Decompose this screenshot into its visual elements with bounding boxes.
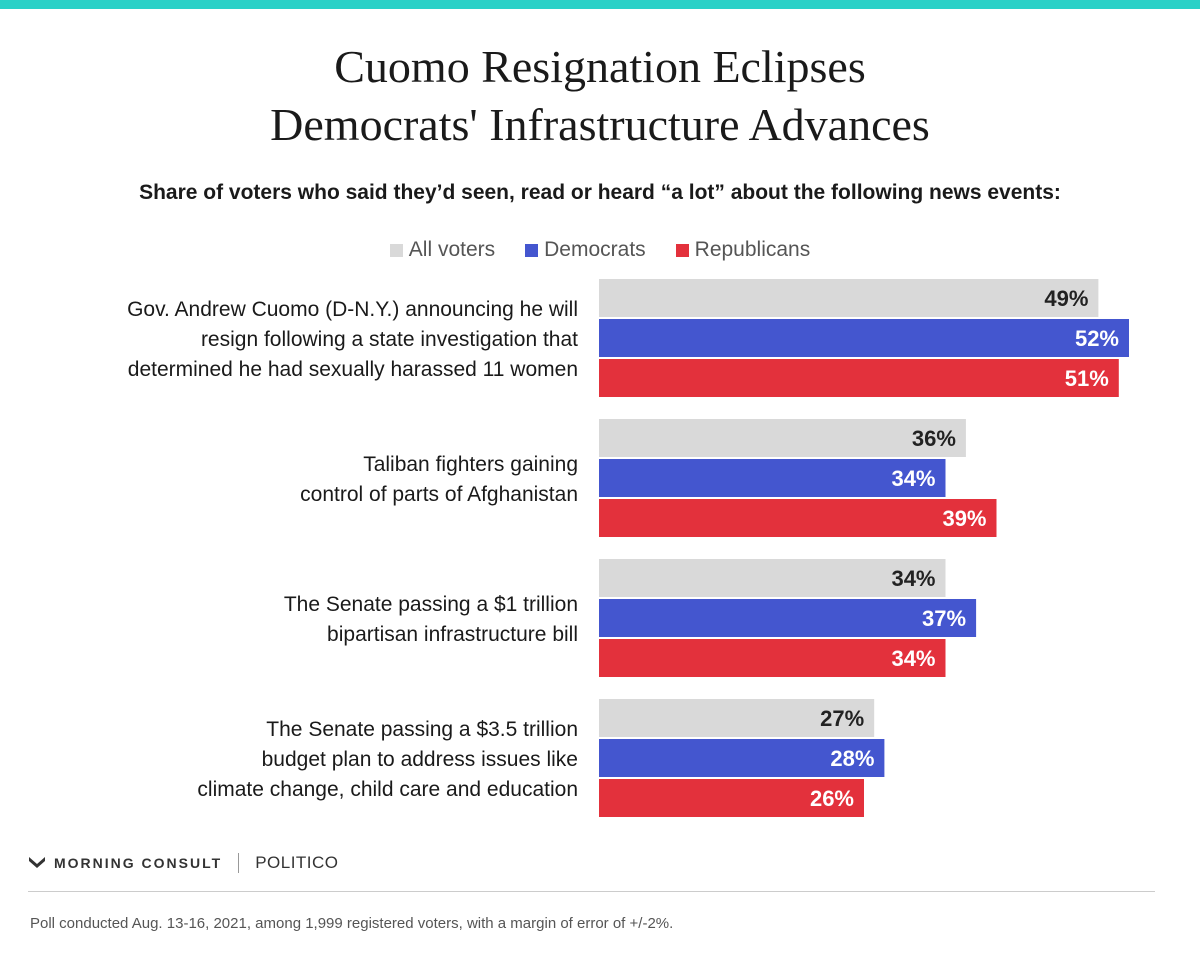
bar-democrats-3 xyxy=(599,599,977,637)
bar-republicans-1 xyxy=(599,359,1119,397)
legend-swatch-democrats xyxy=(525,243,539,257)
legend: All voters Democrats Republicans xyxy=(0,238,1200,262)
morning-consult-logo-icon xyxy=(29,857,45,868)
legend-item-all-voters: All voters xyxy=(389,238,496,262)
data-label-all-voters-4: 27% xyxy=(820,706,864,731)
data-label-republicans-3: 34% xyxy=(891,646,935,671)
legend-item-democrats: Democrats xyxy=(525,238,646,262)
legend-item-republicans: Republicans xyxy=(675,238,811,262)
data-label-all-voters-1: 49% xyxy=(1044,286,1088,311)
category-label-3-line-1: The Senate passing a $1 trillion xyxy=(284,593,578,616)
data-label-republicans-1: 51% xyxy=(1065,366,1109,391)
category-label-1-line-3: determined he had sexually harassed 11 w… xyxy=(128,358,578,381)
data-label-republicans-4: 26% xyxy=(810,786,854,811)
category-label-4-line-2: budget plan to address issues like xyxy=(262,748,578,771)
legend-swatch-all-voters xyxy=(389,243,403,257)
legend-swatch-republicans xyxy=(675,243,689,257)
legend-label-democrats: Democrats xyxy=(544,238,646,261)
data-label-republicans-2: 39% xyxy=(942,506,986,531)
data-label-democrats-4: 28% xyxy=(830,746,874,771)
bar-republicans-2 xyxy=(599,499,997,537)
bar-democrats-2 xyxy=(599,459,946,497)
legend-label-all-voters: All voters xyxy=(408,238,496,261)
bar-all-voters-2 xyxy=(599,419,966,457)
bar-all-voters-3 xyxy=(599,559,946,597)
data-label-all-voters-3: 34% xyxy=(891,566,935,591)
bar-republicans-3 xyxy=(599,639,946,677)
source-logos: MORNING CONSULT POLITICO xyxy=(28,850,339,876)
category-label-4-line-1: The Senate passing a $3.5 trillion xyxy=(266,718,578,741)
bar-all-voters-4 xyxy=(599,699,875,737)
footnote: Poll conducted Aug. 13-16, 2021, among 1… xyxy=(30,915,674,932)
category-label-1-line-1: Gov. Andrew Cuomo (D-N.Y.) announcing he… xyxy=(127,298,578,321)
title-line-1: Cuomo Resignation Eclipses xyxy=(334,41,866,92)
morning-consult-wordmark: MORNING CONSULT xyxy=(54,855,223,871)
category-label-3-line-2: bipartisan infrastructure bill xyxy=(327,623,578,646)
bar-all-voters-1 xyxy=(599,279,1099,317)
footer-divider xyxy=(28,891,1155,892)
title-line-2: Democrats' Infrastructure Advances xyxy=(270,99,930,150)
data-label-democrats-2: 34% xyxy=(891,466,935,491)
logo-divider xyxy=(238,853,240,873)
bar-democrats-4 xyxy=(599,739,885,777)
chart-subtitle: Share of voters who said they’d seen, re… xyxy=(139,181,1061,204)
category-label-1-line-2: resign following a state investigation t… xyxy=(201,328,578,351)
category-label-2-line-2: control of parts of Afghanistan xyxy=(300,483,578,506)
category-label-4-line-3: climate change, child care and education xyxy=(197,778,578,801)
category-label-2-line-1: Taliban fighters gaining xyxy=(363,453,578,476)
data-label-democrats-1: 52% xyxy=(1075,326,1119,351)
bar-republicans-4 xyxy=(599,779,864,817)
legend-label-republicans: Republicans xyxy=(694,238,811,261)
politico-wordmark: POLITICO xyxy=(255,853,339,872)
data-label-all-voters-2: 36% xyxy=(912,426,956,451)
bar-democrats-1 xyxy=(599,319,1129,357)
chart-title: Cuomo Resignation Eclipses Democrats' In… xyxy=(0,38,1200,154)
data-label-democrats-3: 37% xyxy=(922,606,966,631)
top-accent-bar xyxy=(0,0,1200,9)
